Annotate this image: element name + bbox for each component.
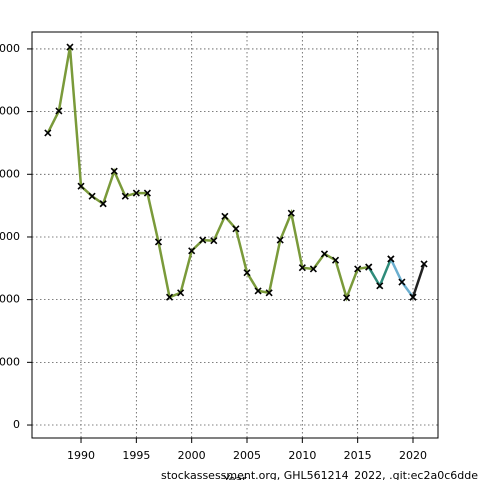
- point-marker: [387, 255, 395, 263]
- point-marker: [77, 182, 85, 190]
- point-marker: [420, 260, 428, 268]
- point-marker: [398, 278, 406, 286]
- y-tick-label: 20000: [0, 293, 20, 306]
- point-marker: [376, 282, 384, 290]
- point-marker: [298, 264, 306, 272]
- point-marker: [165, 293, 174, 301]
- y-tick-label: 60000: [0, 42, 20, 55]
- y-tick-label: 0: [13, 418, 20, 431]
- line: [367, 258, 393, 289]
- point-marker: [66, 43, 74, 51]
- point-marker: [55, 107, 63, 115]
- point-marker: [143, 189, 151, 197]
- point-marker: [44, 129, 52, 137]
- x-tick-label: 2015: [344, 449, 372, 462]
- point-marker: [121, 192, 129, 200]
- point-marker: [254, 287, 262, 295]
- point-marker: [331, 256, 340, 264]
- x-tick-label: 1990: [67, 449, 95, 462]
- point-marker: [409, 293, 417, 301]
- x-tick-label: 2005: [233, 449, 261, 462]
- point-marker: [232, 225, 240, 233]
- footnote: stockassessment.org, GHL561214_2022, .gi…: [161, 469, 478, 480]
- point-marker: [88, 192, 96, 200]
- point-marker: [199, 236, 207, 244]
- point-marker: [276, 236, 284, 244]
- line: [411, 263, 426, 298]
- point-marker: [309, 265, 317, 273]
- y-tick-label: 10000: [0, 355, 20, 368]
- point-marker: [177, 289, 185, 297]
- point-marker: [243, 269, 251, 277]
- x-axis-label: Year: [222, 473, 247, 480]
- y-tick-label: 40000: [0, 167, 20, 180]
- point-marker: [210, 237, 218, 245]
- x-tick-label: 2020: [399, 449, 427, 462]
- point-marker: [132, 189, 140, 197]
- point-marker: [99, 200, 107, 208]
- plot-frame: [31, 31, 439, 439]
- point-marker: [154, 238, 163, 246]
- line: [389, 258, 414, 298]
- point-marker: [365, 263, 373, 271]
- point-marker: [287, 209, 295, 217]
- x-tick-label: 1995: [122, 449, 150, 462]
- point-marker: [343, 294, 351, 302]
- point-marker: [221, 212, 229, 220]
- point-marker: [110, 167, 118, 175]
- line: [46, 46, 369, 302]
- point-marker: [320, 250, 329, 258]
- x-tick-label: 2000: [178, 449, 206, 462]
- y-tick-label: 50000: [0, 105, 20, 118]
- x-tick-label: 2010: [288, 449, 316, 462]
- point-marker: [354, 265, 362, 273]
- point-marker: [265, 289, 273, 297]
- y-tick-label: 30000: [0, 230, 20, 243]
- point-marker: [188, 247, 196, 255]
